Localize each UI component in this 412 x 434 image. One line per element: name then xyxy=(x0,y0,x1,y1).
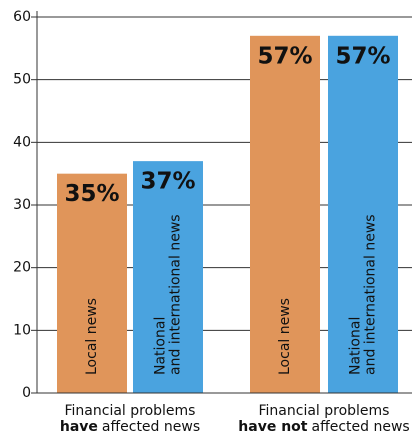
y-tick-label: 10 xyxy=(13,322,31,338)
category-label: have affected news xyxy=(60,419,200,434)
y-tick-label: 50 xyxy=(13,72,31,88)
y-tick-label: 0 xyxy=(22,385,31,401)
value-label: 57% xyxy=(257,43,312,69)
category-label: Financial problems xyxy=(65,403,196,419)
bar xyxy=(328,35,398,394)
series-label: Local news xyxy=(277,298,293,375)
category-emphasis: have xyxy=(60,419,98,434)
series-label: Nationaland international news xyxy=(152,214,183,375)
series-label: Local news xyxy=(84,298,100,375)
bar xyxy=(250,35,320,394)
category-rest: affected news xyxy=(311,419,409,434)
category-rest: affected news xyxy=(102,419,200,434)
value-label: 35% xyxy=(64,181,119,207)
value-label: 57% xyxy=(335,43,390,69)
y-tick-label: 40 xyxy=(13,134,31,150)
category-label: Financial problems xyxy=(259,403,390,419)
y-tick-label: 30 xyxy=(13,197,31,213)
bar xyxy=(57,173,127,393)
category-label: have not affected news xyxy=(238,419,409,434)
y-tick-label: 60 xyxy=(13,9,31,25)
category-emphasis: have not xyxy=(238,419,307,434)
y-tick-label: 20 xyxy=(13,260,31,276)
value-label: 37% xyxy=(140,169,195,195)
series-label: Nationaland international news xyxy=(347,214,378,375)
bar xyxy=(133,161,203,393)
